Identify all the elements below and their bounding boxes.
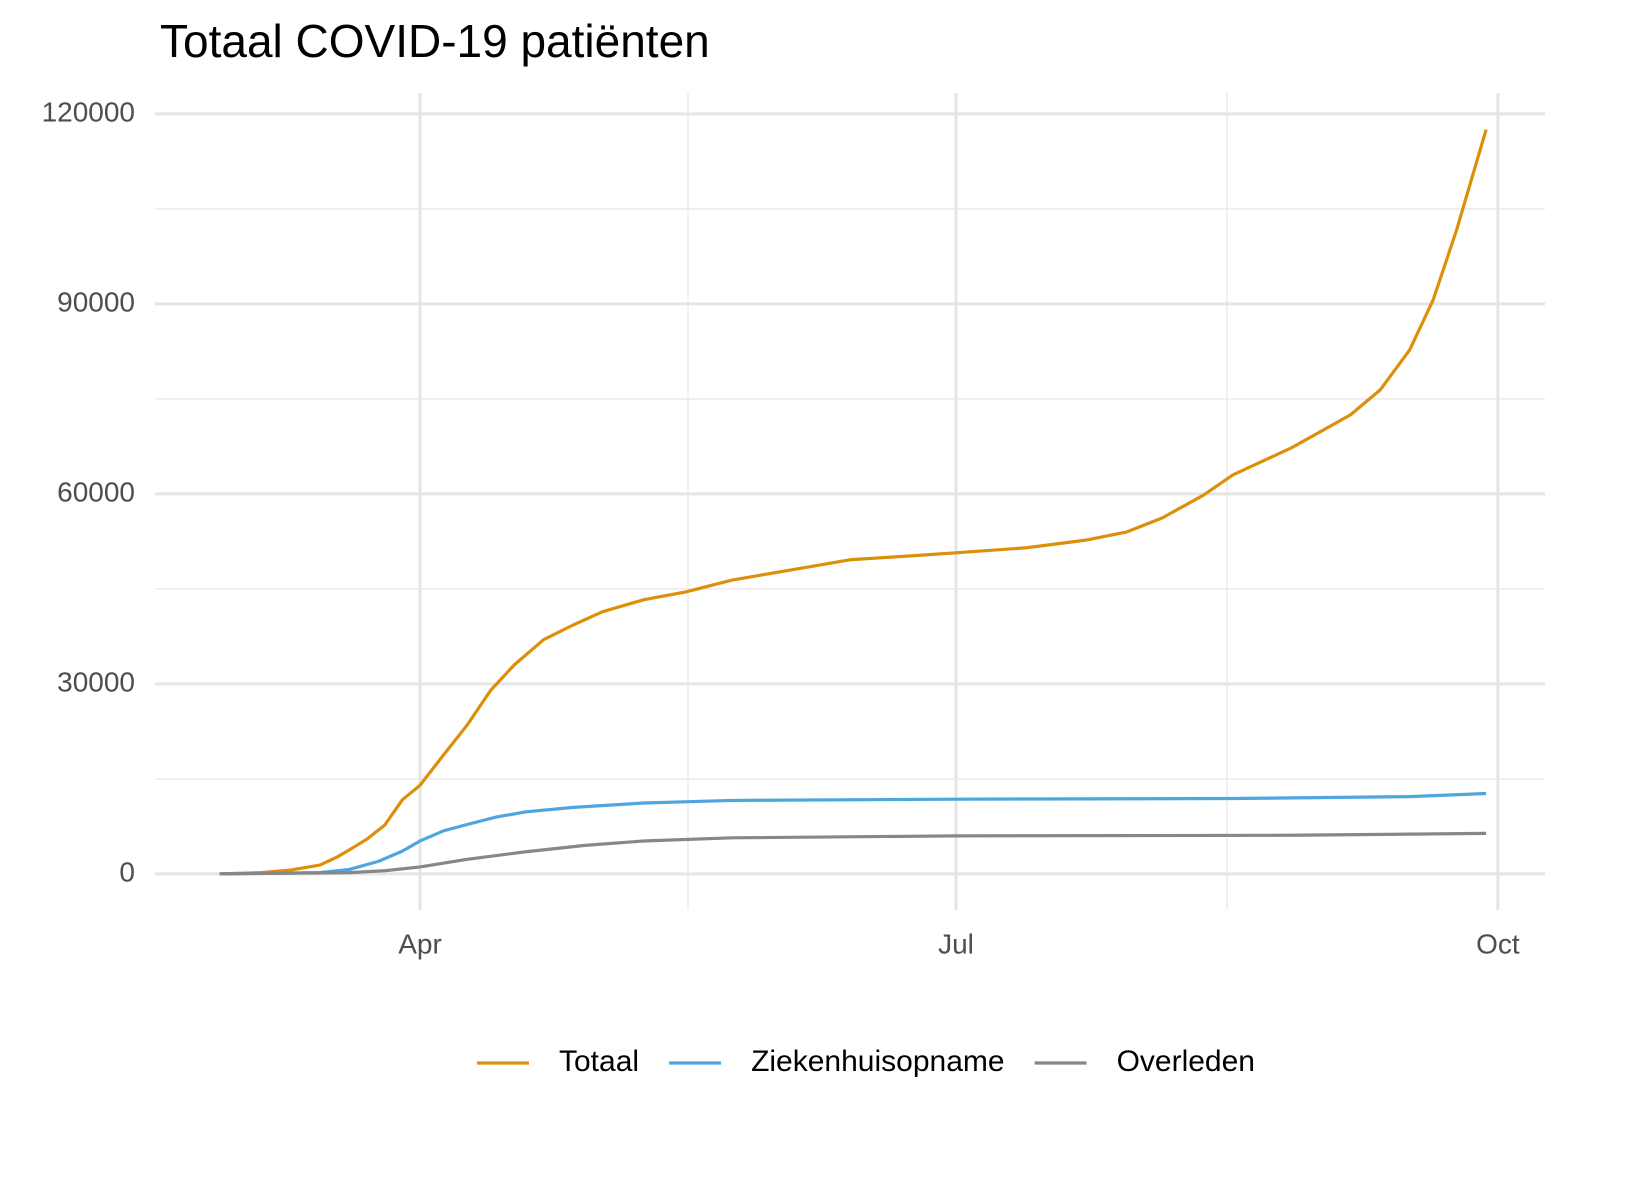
legend-label: Overleden (1117, 1045, 1255, 1078)
x-tick-label: Apr (398, 928, 442, 959)
y-tick-label: 0 (119, 856, 135, 887)
data-line (219, 129, 1488, 876)
y-tick-label: 30000 (57, 666, 135, 697)
y-tick-label: 90000 (57, 286, 135, 317)
data-line (219, 791, 1487, 876)
legend-label: Ziekenhuisopname (751, 1045, 1005, 1078)
legend-label: Totaal (559, 1045, 639, 1078)
y-tick-label: 120000 (42, 96, 135, 127)
data-line (219, 831, 1487, 876)
x-tick-label: Jul (938, 928, 974, 959)
chart-title: Totaal COVID-19 patiënten (160, 15, 710, 67)
y-tick-label: 60000 (57, 476, 135, 507)
x-tick-label: Oct (1476, 928, 1520, 959)
